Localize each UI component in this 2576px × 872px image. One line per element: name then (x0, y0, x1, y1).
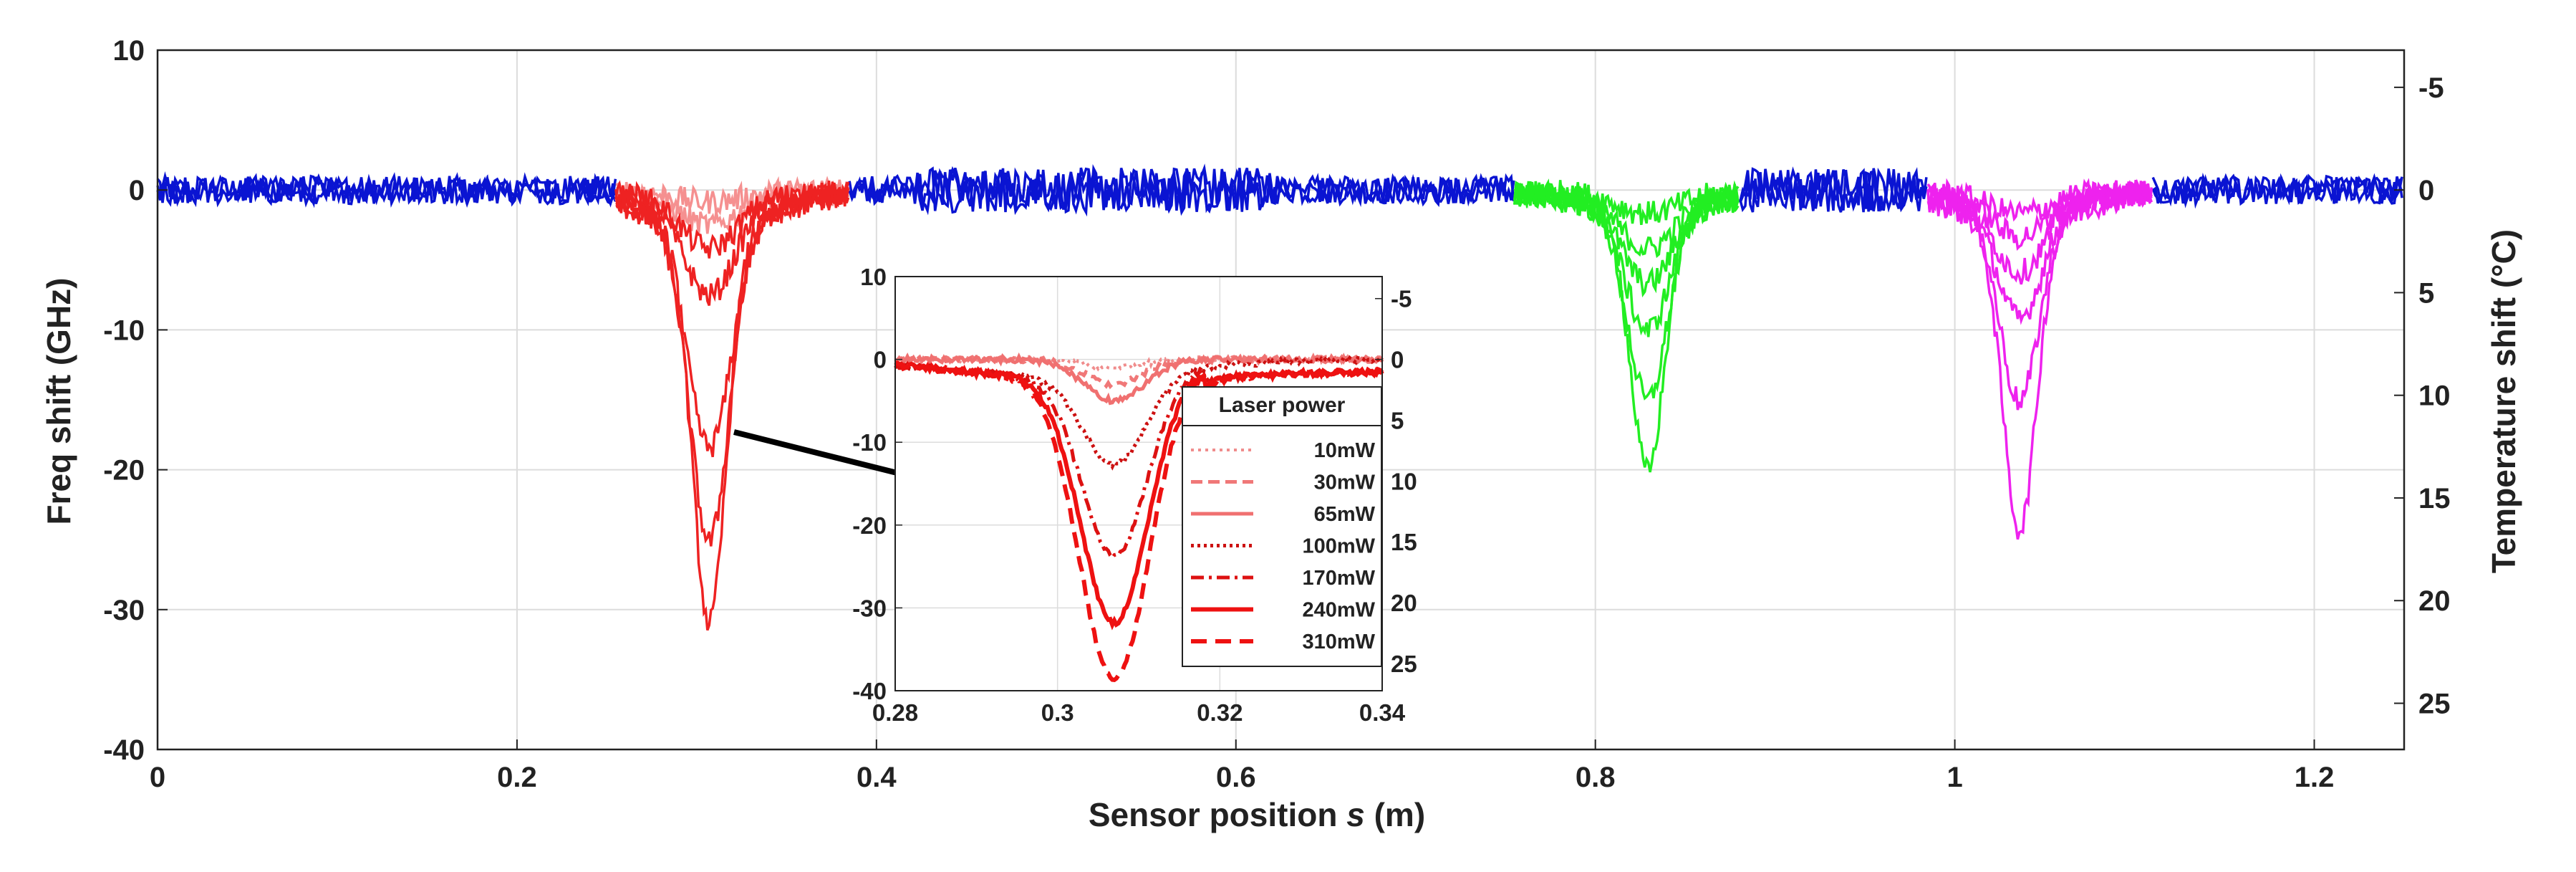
y-tick-label: -10 (103, 315, 145, 346)
y-axis-right-label: Temperature shift (°C) (2485, 229, 2522, 573)
heated-section-3-trace (1926, 178, 2153, 540)
heated-section-2-trace (1513, 181, 1740, 473)
x-tick-label: 1.2 (2295, 762, 2335, 793)
inset-y-right-tick-label: 5 (1391, 407, 1404, 433)
x-axis-label: Sensor position s (m) (1089, 796, 1425, 833)
legend-label-100mW: 100mW (1302, 535, 1375, 558)
inset-y-right-tick-label: 0 (1391, 347, 1404, 373)
y-right-tick-label: 25 (2418, 689, 2451, 720)
inset-x-tick-label: 0.28 (872, 699, 918, 726)
x-tick-label: 1 (1947, 762, 1962, 793)
y-right-tick-label: 15 (2418, 483, 2451, 514)
legend-label-10mW: 10mW (1314, 439, 1376, 462)
legend: Laser power 10mW 30mW 65mW 100mW 170mW 240mW 3… (1182, 386, 1382, 667)
legend-label-65mW: 65mW (1314, 503, 1376, 526)
inset-series-310mW (894, 360, 1384, 683)
inset-series-65mW (894, 352, 1384, 406)
x-tick-label: 0 (150, 762, 165, 793)
inset-y-tick-label: -40 (852, 678, 887, 704)
x-tick-label: 0.4 (857, 762, 897, 793)
x-tick-label: 0.8 (1576, 762, 1616, 793)
y-tick-label: -40 (103, 734, 145, 766)
main-axis-ticks: 0 0.2 0.4 0.6 0.8 1 1.2 10 0 -10 -20 -30 -40 -5 0 5 10 15… (103, 35, 2450, 793)
legend-items: 10mW 30mW 65mW 100mW 170mW 240mW 310mW (1191, 439, 1376, 653)
inset-y-right-tick-label: -5 (1391, 286, 1412, 312)
inset-y-right-tick-label: 25 (1391, 651, 1417, 677)
inset-x-tick-label: 0.3 (1041, 699, 1074, 726)
x-tick-label: 0.6 (1216, 762, 1256, 793)
legend-label-30mW: 30mW (1314, 471, 1376, 494)
main-plot-lines (156, 163, 2403, 631)
y-right-tick-label: 20 (2418, 585, 2451, 617)
heated-section-3-trace (1926, 181, 2153, 325)
inset-y-right-tick-label: 15 (1391, 529, 1417, 555)
legend-label-240mW: 240mW (1302, 599, 1375, 622)
y-right-tick-label: 0 (2418, 175, 2434, 206)
x-tick-label: 0.2 (497, 762, 537, 793)
inset-y-tick-label: -30 (852, 595, 887, 621)
inset-y-tick-label: 0 (874, 347, 887, 373)
inset-plot-lines (893, 352, 1384, 683)
inset-x-tick-label: 0.34 (1359, 699, 1406, 726)
y-tick-label: -30 (103, 595, 145, 626)
inset-y-right-tick-label: 10 (1391, 468, 1417, 494)
y-tick-label: 0 (129, 175, 145, 206)
baseline-trace (156, 163, 2403, 217)
y-tick-label: 10 (113, 35, 145, 67)
y-right-tick-label: 10 (2418, 380, 2451, 412)
legend-box (1182, 386, 1382, 667)
inset-plot: 0.28 0.3 0.32 0.34 10 0 -10 -20 -30 -40 -5 0 5 10 15 20… (852, 264, 1417, 726)
legend-label-170mW: 170mW (1302, 567, 1375, 590)
main-plot-frame (156, 49, 2406, 751)
y-right-tick-label: -5 (2418, 72, 2444, 104)
legend-title: Laser power (1219, 393, 1346, 417)
heated-section-1-trace (615, 181, 850, 631)
inset-y-tick-label: -20 (852, 512, 887, 539)
inset-x-tick-label: 0.32 (1197, 699, 1243, 726)
y-right-tick-label: 5 (2418, 277, 2434, 309)
inset-y-right-tick-label: 20 (1391, 590, 1417, 616)
inset-y-tick-label: 10 (860, 264, 887, 290)
baseline-trace (156, 166, 2403, 216)
y-axis-label: Freq shift (GHz) (40, 278, 77, 525)
legend-label-310mW: 310mW (1302, 631, 1375, 653)
inset-y-tick-label: -10 (852, 429, 887, 456)
y-tick-label: -20 (103, 455, 145, 487)
